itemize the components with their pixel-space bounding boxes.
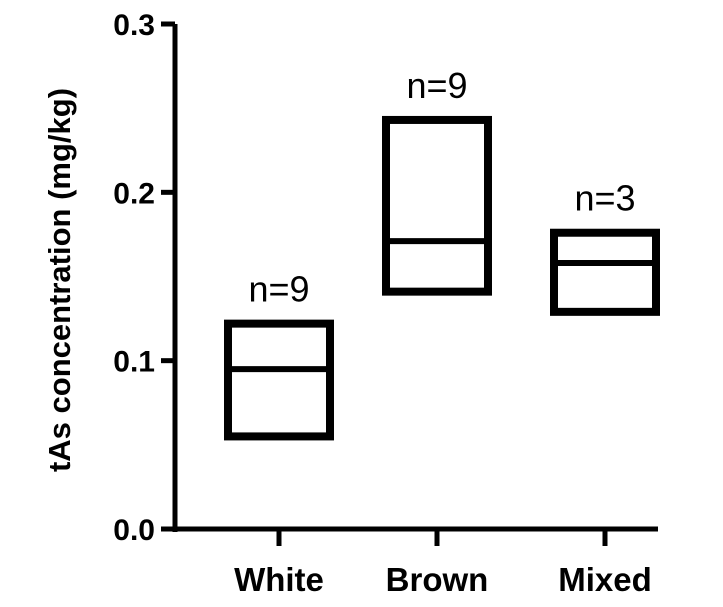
x-tick-label: Brown bbox=[386, 561, 489, 598]
x-tick-label: Mixed bbox=[558, 561, 652, 598]
box-mixed: n=3 bbox=[550, 178, 660, 316]
box-white: n=9 bbox=[224, 269, 334, 441]
y-tick-label: 0.2 bbox=[113, 177, 155, 210]
y-axis-label: tAs concentration (mg/kg) bbox=[42, 88, 77, 472]
x-ticks: White Brown Mixed bbox=[234, 529, 652, 598]
n-label: n=3 bbox=[574, 178, 635, 219]
y-tick-label: 0.0 bbox=[113, 514, 155, 547]
box-rect bbox=[224, 319, 334, 441]
x-tick-label: White bbox=[234, 561, 324, 598]
box-brown: n=9 bbox=[382, 65, 492, 296]
y-ticks: 0.0 0.1 0.2 0.3 bbox=[113, 9, 175, 547]
n-label: n=9 bbox=[248, 269, 309, 310]
n-label: n=9 bbox=[406, 65, 467, 106]
boxes: n=9 n=9 n=3 bbox=[224, 65, 660, 441]
y-tick-label: 0.3 bbox=[113, 9, 155, 42]
y-tick-label: 0.1 bbox=[113, 346, 155, 379]
box-rect bbox=[550, 228, 660, 316]
box-rect bbox=[382, 115, 492, 296]
